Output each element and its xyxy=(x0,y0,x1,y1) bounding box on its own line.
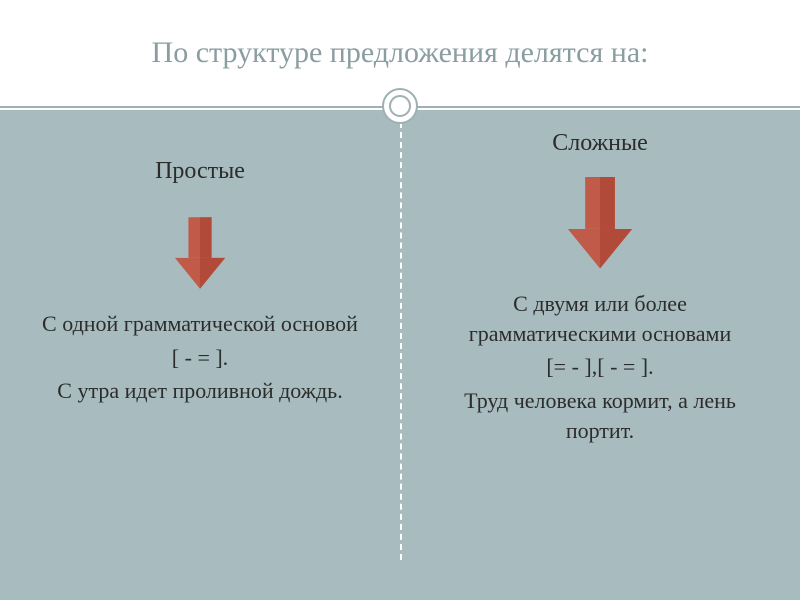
column-simple: Простые С одной грамматической основой [… xyxy=(0,110,400,600)
arrow-left-wrap xyxy=(30,217,370,291)
down-arrow-icon xyxy=(562,177,638,271)
column-complex: Сложные С двумя или более грамматическим… xyxy=(400,110,800,600)
body-area: Простые С одной грамматической основой [… xyxy=(0,110,800,600)
arrow-right-wrap xyxy=(430,177,770,271)
desc-complex-example: Труд человека кормит, а лень портит. xyxy=(430,386,770,445)
down-arrow-icon xyxy=(171,217,229,291)
desc-complex-schema: [= - ],[ - = ]. xyxy=(430,352,770,382)
desc-simple-line1: С одной грамматической основой xyxy=(30,309,370,339)
desc-complex-line1: С двумя или более грамматическими основа… xyxy=(430,289,770,348)
page-title: По структуре предложения делятся на: xyxy=(152,36,649,70)
desc-complex: С двумя или более грамматическими основа… xyxy=(430,289,770,445)
label-complex: Сложные xyxy=(430,130,770,157)
header: По структуре предложения делятся на: xyxy=(0,0,800,108)
desc-simple: С одной грамматической основой [ - = ]. … xyxy=(30,309,370,406)
desc-simple-schema: [ - = ]. xyxy=(30,343,370,373)
desc-simple-example: С утра идет проливной дождь. xyxy=(30,376,370,406)
ring-decoration xyxy=(382,88,418,124)
label-simple: Простые xyxy=(30,158,370,185)
